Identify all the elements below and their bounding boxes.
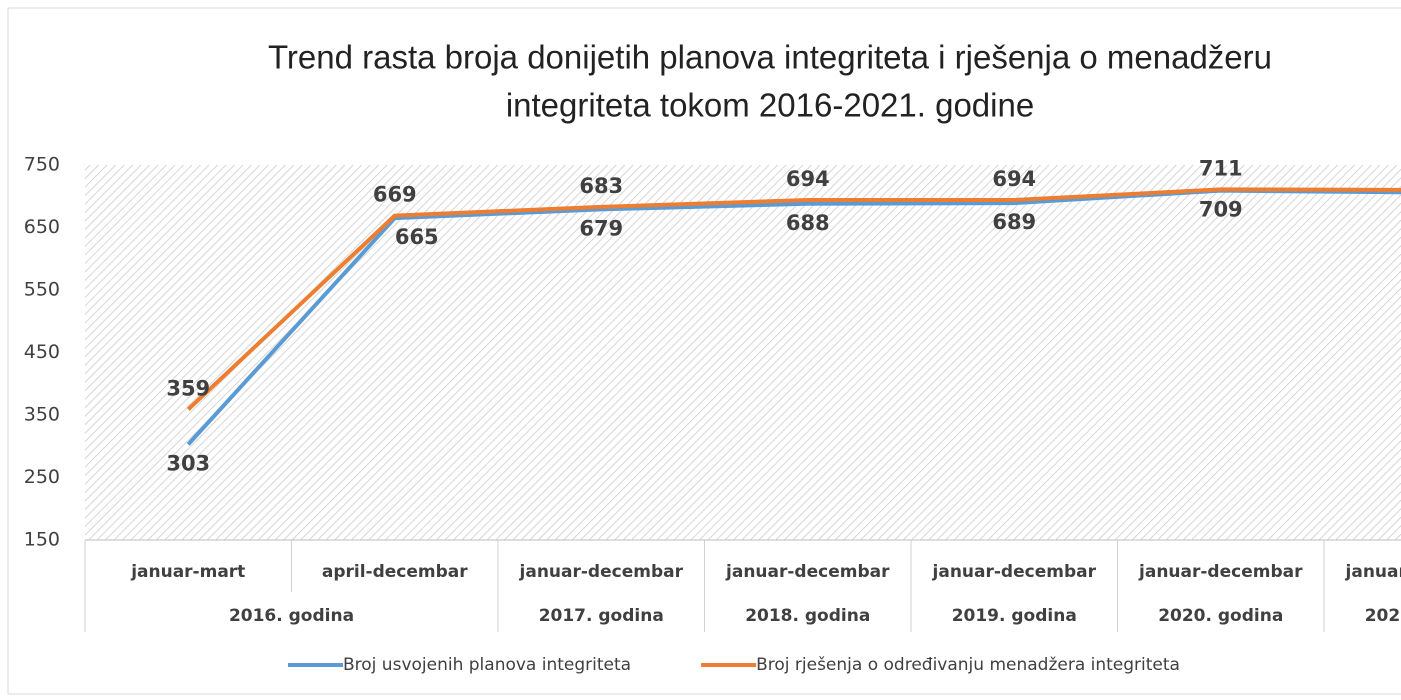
x-tick-label: januar-decembar — [725, 562, 890, 582]
group-label: 2019. godina — [952, 606, 1077, 626]
data-label: 688 — [786, 211, 830, 235]
group-label: 2018. godina — [745, 606, 870, 626]
y-tick-label: 450 — [24, 341, 60, 363]
group-label: 2020. godina — [1158, 606, 1283, 626]
data-label: 694 — [992, 167, 1036, 191]
x-tick-label: januar-decembar — [932, 562, 1097, 582]
group-label: 2021. godina — [1365, 606, 1401, 626]
x-tick-label: april-decembar — [322, 562, 468, 582]
x-tick-label: januar-decembar — [1138, 562, 1303, 582]
y-tick-label: 350 — [24, 404, 60, 426]
x-tick-label: januar-mart — [130, 562, 245, 582]
y-tick-label: 650 — [24, 216, 60, 238]
chart-title: Trend rasta broja donijetih planova inte… — [268, 39, 1272, 76]
data-label: 359 — [166, 376, 210, 400]
data-label: 711 — [1199, 156, 1243, 180]
chart-title: integriteta tokom 2016-2021. godine — [506, 87, 1034, 124]
y-tick-label: 150 — [24, 529, 60, 551]
plot-area — [85, 165, 1401, 540]
data-label: 689 — [992, 210, 1036, 234]
data-label: 709 — [1199, 198, 1243, 222]
data-label: 679 — [579, 216, 623, 240]
y-tick-label: 250 — [24, 466, 60, 488]
series-line — [186, 187, 1401, 411]
x-tick-label: januar-decembar — [1345, 562, 1401, 582]
data-label: 694 — [786, 167, 830, 191]
y-tick-label: 750 — [24, 154, 60, 176]
group-label: 2016. godina — [229, 606, 354, 626]
legend-label: Broj rješenja o određivanju menadžera in… — [756, 655, 1180, 675]
group-label: 2017. godina — [539, 606, 664, 626]
legend-label: Broj usvojenih planova integriteta — [343, 655, 631, 675]
y-tick-label: 550 — [24, 279, 60, 301]
data-label: 303 — [166, 451, 210, 475]
data-label: 683 — [579, 174, 623, 198]
x-tick-label: januar-decembar — [519, 562, 684, 582]
data-label: 665 — [395, 225, 439, 249]
data-label: 669 — [373, 183, 417, 207]
chart-border — [7, 7, 1401, 695]
